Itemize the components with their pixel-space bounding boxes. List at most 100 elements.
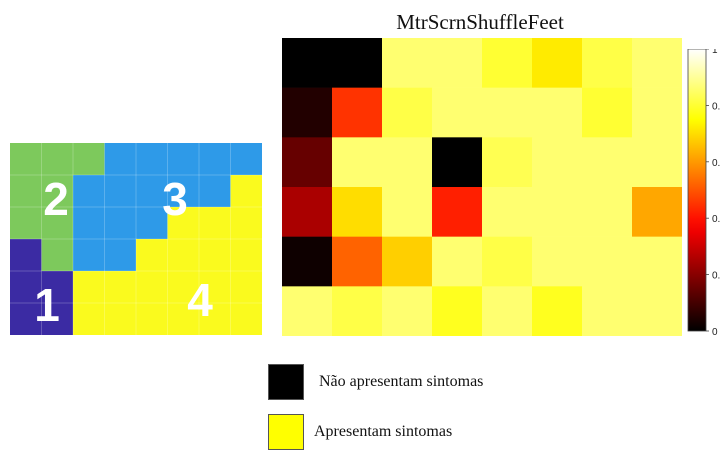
region-cell <box>104 239 137 272</box>
heatmap-cell <box>632 137 682 188</box>
region-cell <box>104 271 137 304</box>
legend-item-symptoms: Apresentam sintomas <box>268 414 452 450</box>
heatmap-cell <box>432 236 483 287</box>
region-cell <box>73 143 105 176</box>
heatmap-cell <box>382 286 433 336</box>
heatmap-cell <box>532 137 583 188</box>
heatmap-cell <box>532 38 583 88</box>
region-cell <box>167 175 200 208</box>
heatmap-title: MtrScrnShuffleFeet <box>396 10 564 34</box>
legend-label: Apresentam sintomas <box>314 423 453 440</box>
region-cell <box>10 239 42 272</box>
heatmap-cell <box>332 38 383 88</box>
colorbar: 0 0. 0. 0. 0. 1 <box>687 49 720 338</box>
region-cell <box>104 303 137 335</box>
heatmap-cell <box>632 38 682 88</box>
heatmap-cell <box>282 286 333 336</box>
heatmap-cell <box>282 236 333 287</box>
region-cell <box>41 271 74 304</box>
heatmap-cell <box>432 87 483 138</box>
region-cell <box>199 303 231 335</box>
heatmap-cell <box>432 38 483 88</box>
heatmap-cell <box>582 187 633 237</box>
heatmap-cell <box>382 137 433 188</box>
region-cell <box>136 239 168 272</box>
colorbar-tick-label: 0. <box>712 271 720 282</box>
heatmap-cell <box>282 187 333 237</box>
region-cell <box>10 303 42 335</box>
region-cell <box>167 239 200 272</box>
colorbar-tick-label: 0. <box>712 101 720 112</box>
heatmap-cell <box>432 137 483 188</box>
region-cell <box>104 207 137 240</box>
heatmap-cell <box>582 286 633 336</box>
region-cell <box>199 271 231 304</box>
heatmap <box>282 38 682 336</box>
region-cell <box>73 175 105 208</box>
heatmap-cell <box>382 87 433 138</box>
region-cell <box>230 303 262 335</box>
region-cell <box>199 143 231 176</box>
colorbar-tick-label: 0. <box>712 158 720 169</box>
heatmap-cell <box>332 286 383 336</box>
legend-item-no-symptoms: Não apresentam sintomas <box>268 364 483 400</box>
region-cell <box>41 239 74 272</box>
heatmap-cell <box>482 236 533 287</box>
region-cell <box>167 303 200 335</box>
heatmap-cell <box>482 286 533 336</box>
heatmap-cell <box>632 187 682 237</box>
heatmap-cell <box>332 236 383 287</box>
heatmap-cell <box>482 38 533 88</box>
heatmap-cell <box>382 187 433 237</box>
legend-swatch-yellow <box>268 414 304 450</box>
region-cell <box>136 303 168 335</box>
region-label: 4 <box>187 274 213 326</box>
region-cell <box>199 207 231 240</box>
region-cell <box>104 175 137 208</box>
region-cell <box>73 303 105 335</box>
region-cell <box>199 239 231 272</box>
region-cell <box>10 207 42 240</box>
region-cell <box>41 303 74 335</box>
region-cell <box>230 175 262 208</box>
colorbar-gradient <box>687 49 707 332</box>
region-cell <box>136 175 168 208</box>
heatmap-cell <box>382 236 433 287</box>
colorbar-tick-label: 1 <box>712 49 718 56</box>
heatmap-cell <box>332 137 383 188</box>
colorbar-tick-label: 0 <box>712 327 718 338</box>
region-cell <box>41 143 74 176</box>
heatmap-cell <box>532 286 583 336</box>
region-cell <box>167 271 200 304</box>
heatmap-cell <box>282 38 333 88</box>
region-cell <box>73 271 105 304</box>
heatmap-cell <box>632 286 682 336</box>
region-cell <box>73 207 105 240</box>
heatmap-cell <box>332 87 383 138</box>
heatmap-cell <box>282 87 333 138</box>
colorbar-tick-label: 0. <box>712 214 720 225</box>
region-cell <box>41 207 74 240</box>
heatmap-cell <box>482 137 533 188</box>
region-cell <box>199 175 231 208</box>
region-cell <box>73 239 105 272</box>
region-cell <box>41 175 74 208</box>
heatmap-cell <box>582 87 633 138</box>
region-cell <box>136 143 168 176</box>
heatmap-cell <box>582 236 633 287</box>
region-cell <box>104 143 137 176</box>
heatmap-cell <box>632 236 682 287</box>
region-cell <box>136 207 168 240</box>
heatmap-cell <box>332 187 383 237</box>
region-label: 3 <box>162 173 188 225</box>
heatmap-cell <box>632 87 682 138</box>
region-cell <box>230 207 262 240</box>
heatmap-cell <box>582 38 633 88</box>
heatmap-cell <box>282 137 333 188</box>
region-label: 2 <box>43 173 69 225</box>
region-cell <box>167 143 200 176</box>
region-cell <box>136 271 168 304</box>
legend-swatch-black <box>268 364 304 400</box>
region-label: 1 <box>34 279 60 331</box>
heatmap-cell <box>432 286 483 336</box>
